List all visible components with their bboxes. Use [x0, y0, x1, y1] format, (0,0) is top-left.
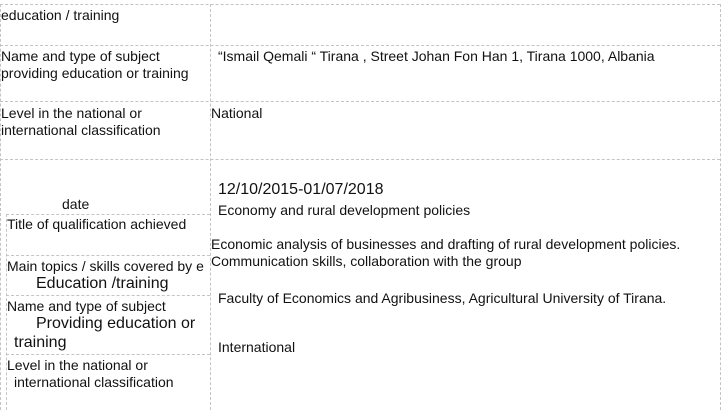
level-label: Level in the national or: [7, 357, 148, 373]
divider: [0, 159, 720, 160]
divider: [0, 101, 720, 102]
provider-value: Faculty of Economics and Agribusiness, A…: [218, 290, 667, 306]
provider-label: training: [14, 334, 67, 351]
topics-value: Economic analysis of businesses and draf…: [211, 236, 681, 252]
row-label: education / training: [1, 7, 120, 23]
divider: [6, 295, 210, 296]
topics-label: Education /training: [36, 275, 169, 292]
divider: [210, 4, 211, 410]
divider: [720, 4, 721, 410]
divider: [6, 214, 210, 215]
provider-label: Name and type of subject: [7, 298, 166, 314]
divider: [0, 45, 720, 46]
qualification-value: Economy and rural development policies: [218, 202, 471, 218]
divider: [0, 4, 1, 410]
topics-value: Communication skills, collaboration with…: [211, 253, 522, 269]
provider-value: “Ismail Qemali “ Tirana , Street Johan F…: [218, 48, 655, 64]
row-label: Name and type of subject: [1, 48, 160, 64]
topics-label: Main topics / skills covered by e: [7, 258, 204, 274]
divider: [6, 354, 210, 355]
date-label: date: [62, 196, 90, 212]
provider-label: Providing education or: [36, 315, 196, 332]
qualification-label: Title of qualification achieved: [7, 216, 187, 232]
level-value: National: [211, 105, 263, 121]
divider: [0, 4, 720, 5]
row-label: providing education or training: [1, 65, 189, 81]
level-label: international classification: [14, 374, 174, 390]
level-value: International: [218, 339, 296, 355]
date-value: 12/10/2015-01/07/2018: [218, 181, 384, 198]
row-label: Level in the national or: [1, 105, 142, 121]
row-label: international classification: [1, 122, 161, 138]
divider: [6, 255, 210, 256]
divider: [6, 214, 7, 410]
